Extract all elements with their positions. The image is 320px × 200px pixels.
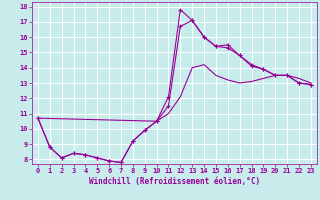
X-axis label: Windchill (Refroidissement éolien,°C): Windchill (Refroidissement éolien,°C) [89,177,260,186]
